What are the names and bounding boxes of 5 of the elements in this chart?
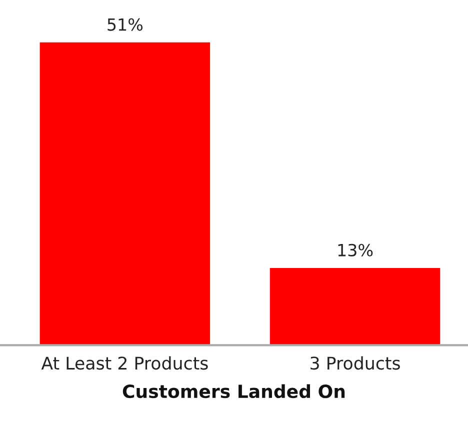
x-tick-label: At Least 2 Products [41,356,208,370]
x-axis-title: Customers Landed On [122,384,345,398]
x-tick-label: 3 Products [310,356,400,370]
data-label: 51% [108,18,143,31]
data-label: 13% [338,244,373,256]
